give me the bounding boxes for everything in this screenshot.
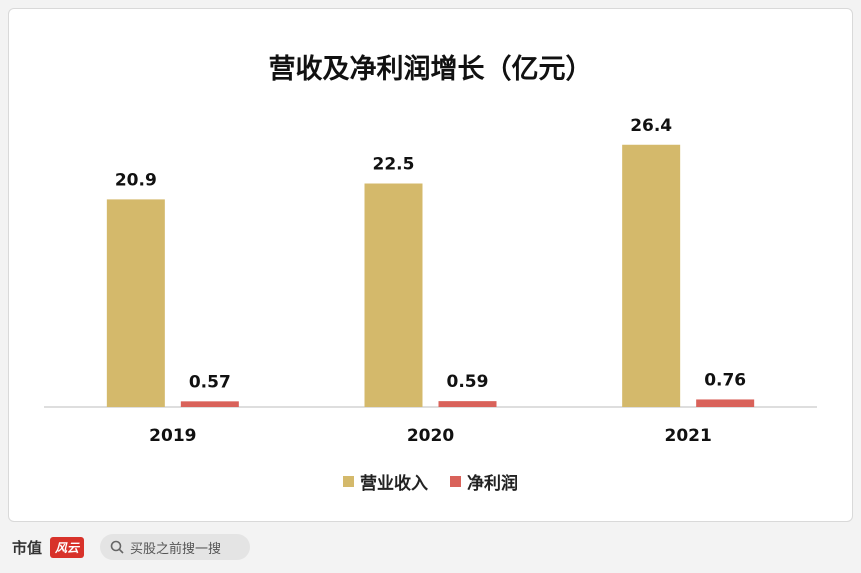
bar-revenue-2021 [622,144,681,407]
legend-item-net-profit: 净利润 [450,469,518,494]
legend-label-net-profit: 净利润 [467,474,518,494]
legend-swatch-net-profit [450,476,461,487]
data-label-revenue-2021: 26.4 [630,116,672,136]
data-label-revenue-2020: 22.5 [373,155,415,175]
footer: 市值 风云 买股之前搜一搜 [12,533,251,561]
logo-badge: 风云 [50,536,85,558]
legend: 营业收入 净利润 [9,469,852,494]
x-tick-label-2019: 2019 [149,426,196,446]
data-label-revenue-2019: 20.9 [115,170,157,190]
bar-revenue-2020 [364,183,423,407]
chart-card: 营收及净利润增长（亿元） 20.9 0.57 2019 22.5 0.59 2020 26.… [8,8,853,522]
data-label-net-profit-2019: 0.57 [189,372,231,392]
x-tick-label-2020: 2020 [407,426,454,446]
x-tick-label-2021: 2021 [665,426,712,446]
bar-net-profit-2019 [180,401,239,407]
legend-label-revenue: 营业收入 [360,474,428,494]
search-placeholder: 买股之前搜一搜 [130,541,222,557]
legend-swatch-revenue [343,476,354,487]
data-label-net-profit-2021: 0.76 [704,370,746,390]
bar-net-profit-2020 [438,401,497,407]
search-box[interactable]: 买股之前搜一搜 [100,534,251,560]
chart-title: 营收及净利润增长（亿元） [268,54,593,85]
bar-revenue-2019 [106,199,165,407]
bar-net-profit-2021 [696,399,755,407]
search-icon [110,540,124,554]
logo-text: 市值 [12,538,43,557]
data-label-net-profit-2020: 0.59 [447,372,489,392]
legend-item-revenue: 营业收入 [343,469,428,494]
bar-chart: 20.9 0.57 2019 22.5 0.59 2020 26.4 0.76 2021 [44,116,817,446]
